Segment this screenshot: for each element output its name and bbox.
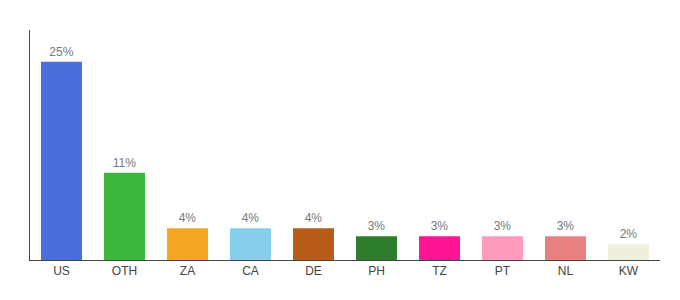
- svg-text:KW: KW: [619, 264, 639, 278]
- svg-text:3%: 3%: [494, 219, 512, 233]
- svg-text:OTH: OTH: [112, 264, 137, 278]
- svg-text:CA: CA: [242, 264, 259, 278]
- svg-text:2%: 2%: [620, 227, 638, 241]
- svg-text:TZ: TZ: [432, 264, 447, 278]
- svg-text:PT: PT: [495, 264, 511, 278]
- svg-text:NL: NL: [558, 264, 574, 278]
- svg-text:11%: 11%: [113, 156, 136, 170]
- svg-text:DE: DE: [305, 264, 322, 278]
- svg-text:4%: 4%: [242, 211, 260, 225]
- svg-text:3%: 3%: [557, 219, 575, 233]
- svg-text:25%: 25%: [49, 45, 73, 59]
- svg-text:US: US: [53, 264, 70, 278]
- svg-text:3%: 3%: [368, 219, 386, 233]
- svg-text:ZA: ZA: [180, 264, 195, 278]
- svg-text:3%: 3%: [431, 219, 449, 233]
- svg-text:4%: 4%: [305, 211, 323, 225]
- svg-text:4%: 4%: [179, 211, 197, 225]
- svg-text:PH: PH: [368, 264, 385, 278]
